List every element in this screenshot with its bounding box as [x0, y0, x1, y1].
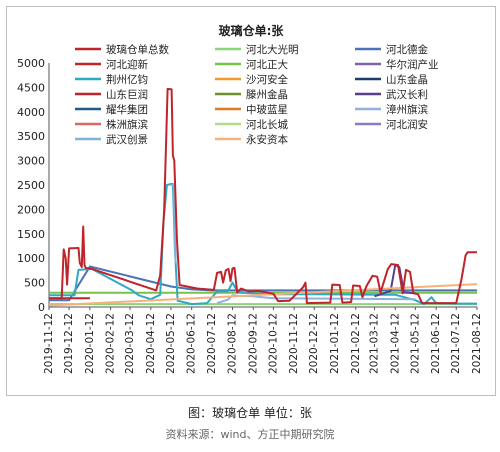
x-tick-label: 2021-04-12: [389, 313, 401, 374]
x-tick-label: 2019-12-12: [63, 313, 75, 374]
chart-container: 玻璃仓单:张 玻璃仓单总数 河北大光明 河北德金河北迎新 河北正大 华尔润产业荆州亿钧 沙…: [6, 6, 496, 396]
legend-label: 河北正大: [246, 58, 288, 71]
chart-axes: 0 500 1000 1500 2000 2500 3000 3500 4000 4500 5000…: [17, 57, 483, 374]
x-tick-label: 2020-02-12: [105, 313, 117, 374]
legend-label: 沙河安全: [246, 73, 288, 86]
x-tick-label: 2020-10-12: [267, 313, 279, 374]
legend-label: 河北德金: [386, 43, 428, 56]
legend-label: 河北大光明: [246, 43, 299, 56]
chart-title: 玻璃仓单:张: [219, 23, 285, 38]
series-line: [49, 183, 477, 306]
legend-label: 永安资本: [246, 133, 288, 146]
legend-label: 武汉创景: [106, 133, 148, 146]
legend-label: 中玻蓝星: [246, 103, 288, 116]
series-line: [49, 87, 477, 305]
figure-source: 资料来源：wind、方正中期研究院: [165, 428, 335, 441]
legend-label: 漳州旗滨: [386, 103, 428, 116]
y-tick-label: 4500: [17, 81, 45, 94]
legend-label: 河北长城: [246, 119, 288, 131]
x-tick-label: 2019-11-12: [43, 313, 55, 374]
x-tick-label: 2021-08-12: [471, 313, 483, 374]
x-tick-label: 2020-05-12: [165, 313, 177, 374]
x-tick-label: 2020-11-12: [288, 313, 300, 374]
y-tick-label: 500: [24, 277, 45, 290]
x-tick-label: 2020-07-12: [206, 313, 218, 374]
x-tick-label: 2020-12-12: [308, 313, 320, 374]
legend-label: 河北润安: [386, 118, 428, 131]
y-tick-label: 3000: [17, 155, 45, 168]
series-line: [170, 184, 177, 264]
y-tick-label: 5000: [17, 57, 45, 70]
y-tick-label: 2500: [17, 179, 45, 192]
legend-label: 耀华集团: [106, 103, 148, 116]
x-tick-label: 2021-03-12: [369, 313, 381, 374]
y-tick-label: 3500: [17, 130, 45, 143]
legend-label: 荆州亿钧: [106, 73, 148, 86]
y-tick-label: 0: [38, 301, 45, 314]
plot-area: [48, 87, 478, 307]
legend-label: 株洲旗滨: [106, 118, 148, 131]
y-tick-label: 1000: [17, 252, 45, 265]
figure-caption: 图：玻璃仓单 单位：张: [188, 406, 312, 420]
legend-label: 河北迎新: [106, 58, 148, 71]
x-tick-label: 2020-04-12: [145, 313, 157, 374]
x-tick-label: 2021-02-12: [350, 313, 362, 374]
legend-label: 华尔润产业: [386, 58, 439, 71]
x-tick-label: 2021-06-12: [430, 313, 442, 374]
x-tick-label: 2021-07-12: [450, 313, 462, 374]
legend-label: 山东金晶: [386, 73, 428, 86]
series-line: [48, 283, 478, 307]
legend-label: 玻璃仓单总数: [106, 43, 169, 56]
legend-label: 武汉长利: [386, 88, 428, 101]
y-tick-label: 4000: [17, 106, 45, 119]
y-tick-label: 1500: [17, 228, 45, 241]
x-tick-label: 2021-05-12: [409, 313, 421, 374]
legend-label: 山东巨润: [106, 88, 148, 101]
x-tick-label: 2020-03-12: [124, 313, 136, 374]
y-tick-label: 2000: [17, 203, 45, 216]
x-tick-label: 2020-08-12: [227, 313, 239, 374]
x-tick-label: 2020-01-12: [84, 313, 96, 374]
x-tick-label: 2020-06-12: [186, 313, 198, 374]
x-tick-label: 2020-09-12: [247, 313, 259, 374]
x-tick-label: 2021-01-12: [329, 313, 341, 374]
legend-label: 滕州金晶: [246, 88, 288, 101]
